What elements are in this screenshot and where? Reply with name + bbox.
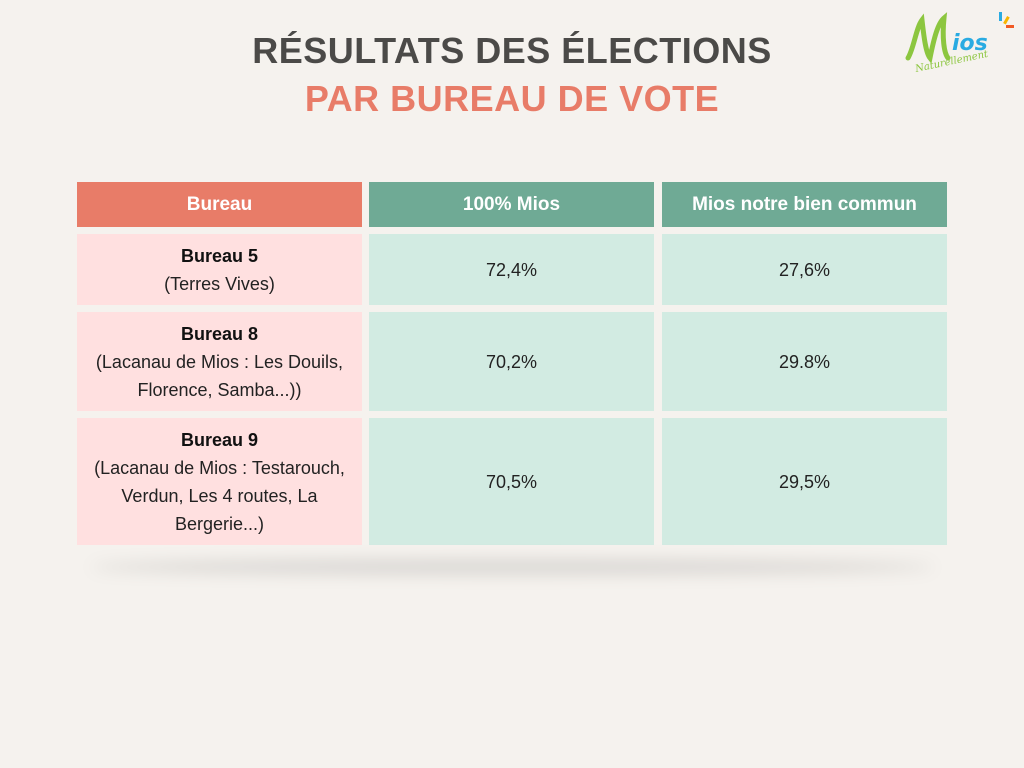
result-100-mios: 70,2%	[369, 312, 654, 411]
page-subtitle: PAR BUREAU DE VOTE	[304, 78, 720, 119]
result-bien-commun: 29,5%	[662, 418, 947, 545]
table-shadow	[90, 560, 935, 574]
result-100-mios: 70,5%	[369, 418, 654, 545]
bureau-name: Bureau 8	[180, 323, 259, 344]
bureau-area: (Lacanau de Mios : Testarouch, Verdun, L…	[94, 457, 345, 534]
header-bureau: Bureau	[77, 182, 362, 227]
result-bien-commun: 27,6%	[662, 234, 947, 305]
page-title: RÉSULTATS DES ÉLECTIONS	[252, 30, 772, 71]
header-mios-notre-bien-commun: Mios notre bien commun	[662, 182, 947, 227]
bureau-cell: Bureau 9 (Lacanau de Mios : Testarouch, V…	[77, 418, 362, 545]
result-bien-commun: 29.8%	[662, 312, 947, 411]
bureau-name: Bureau 9	[180, 429, 259, 450]
bureau-area: (Terres Vives)	[164, 273, 275, 294]
bureau-area: (Lacanau de Mios : Les Douils, Florence,…	[95, 351, 344, 400]
header-100-mios: 100% Mios	[369, 182, 654, 227]
bureau-cell: Bureau 5 (Terres Vives)	[77, 234, 362, 305]
bureau-cell: Bureau 8 (Lacanau de Mios : Les Douils, F…	[77, 312, 362, 411]
mios-logo: ios Naturellement	[905, 12, 1014, 75]
result-100-mios: 72,4%	[369, 234, 654, 305]
bureau-name: Bureau 5	[180, 245, 259, 266]
svg-text:ios: ios	[952, 31, 988, 56]
